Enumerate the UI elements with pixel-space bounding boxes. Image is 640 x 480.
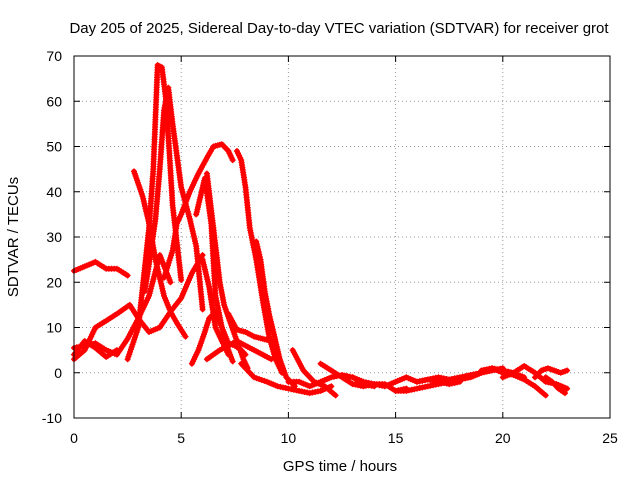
y-axis-label: SDTVAR / TECUs (5, 177, 22, 297)
x-tick-labels: 0 5 10 15 20 25 (70, 430, 618, 446)
series-markers (225, 310, 275, 345)
series-sat-z (532, 365, 571, 381)
x-tick-label: 10 (281, 430, 297, 446)
y-tick-label: 10 (46, 320, 62, 336)
y-tick-label: 0 (54, 365, 62, 381)
y-tick-label: 60 (46, 93, 62, 109)
series-markers (203, 170, 251, 372)
series-sat-o (225, 310, 275, 345)
series-group (71, 62, 571, 399)
y-tick-label: 30 (46, 229, 62, 245)
x-tick-label: 20 (495, 430, 511, 446)
x-tick-label: 15 (388, 430, 404, 446)
y-tick-label: 70 (46, 48, 62, 64)
ticks (73, 55, 611, 419)
series-sat-h (161, 141, 236, 281)
series-sat-p (253, 238, 298, 390)
series-markers (532, 365, 571, 381)
series-markers (161, 141, 236, 281)
series-sat-d (71, 338, 120, 360)
series-markers (233, 148, 285, 376)
chart-title: Day 205 of 2025, Sidereal Day-to-day VTE… (69, 20, 609, 37)
series-sat-s (289, 347, 339, 399)
series-markers (289, 347, 339, 399)
series-sat-a (71, 258, 131, 279)
series-markers (141, 84, 206, 313)
y-tick-label: 40 (46, 184, 62, 200)
series-markers (203, 338, 275, 363)
y-tick-label: 50 (46, 139, 62, 155)
series-sat-m (203, 338, 275, 363)
x-axis-label: GPS time / hours (283, 458, 397, 475)
series-markers (71, 258, 131, 279)
y-tick-label: 20 (46, 274, 62, 290)
y-tick-label: -10 (42, 410, 62, 426)
series-markers (253, 238, 298, 390)
series-sat-aa (542, 374, 568, 397)
x-tick-label: 0 (70, 430, 78, 446)
grid (74, 56, 610, 418)
series-sat-g (141, 84, 206, 313)
x-tick-label: 5 (177, 430, 185, 446)
y-tick-labels: -10 0 10 20 30 40 50 60 70 (42, 48, 62, 426)
series-markers (238, 360, 335, 397)
x-tick-label: 25 (602, 430, 618, 446)
series-sat-n (233, 148, 285, 376)
series-markers (542, 374, 568, 397)
series-sat-q (238, 360, 335, 397)
